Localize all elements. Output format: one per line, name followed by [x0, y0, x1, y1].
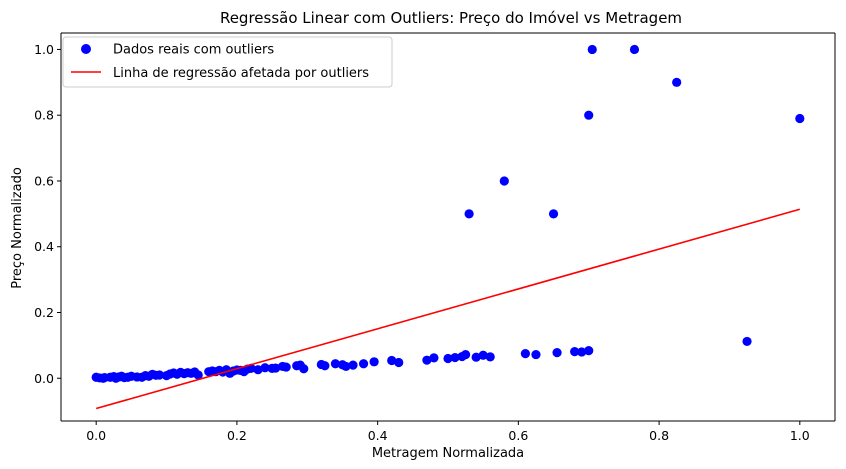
data-point — [429, 353, 439, 363]
data-point — [450, 352, 460, 363]
data-point — [299, 364, 309, 374]
data-point — [552, 348, 562, 358]
data-point — [499, 176, 509, 186]
y-tick-label: 0.4 — [34, 239, 54, 254]
data-point — [471, 352, 481, 362]
x-tick-label: 0.0 — [86, 428, 106, 443]
data-point — [348, 360, 358, 370]
x-tick-label: 0.4 — [368, 428, 388, 443]
data-point — [358, 359, 369, 369]
data-point — [587, 44, 597, 55]
data-point — [672, 77, 682, 87]
y-tick-label: 0.2 — [34, 305, 54, 320]
regression-line — [95, 208, 801, 410]
data-point — [387, 355, 397, 366]
data-point — [394, 357, 404, 368]
data-point — [520, 348, 531, 359]
legend-scatter-marker — [81, 44, 91, 54]
data-point — [281, 362, 291, 372]
data-point — [422, 355, 432, 365]
x-tick-label: 1.0 — [790, 428, 810, 443]
data-point — [485, 352, 495, 362]
y-tick-label: 0.6 — [34, 173, 54, 188]
y-axis-label: Preço Normalizado — [10, 167, 25, 289]
x-tick-label: 0.6 — [508, 428, 528, 443]
data-point — [341, 361, 351, 372]
x-axis-ticks: 0.0 0.2 0.4 0.6 0.8 1.0 — [86, 421, 810, 443]
data-point — [253, 365, 263, 375]
y-tick-label: 0.8 — [34, 108, 54, 123]
x-axis-label: Metragem Normalizada — [372, 446, 524, 461]
data-point — [742, 336, 752, 347]
data-point — [154, 370, 165, 380]
scatter-series — [91, 44, 805, 383]
data-point — [464, 209, 474, 219]
x-tick-label: 0.2 — [227, 428, 247, 443]
y-tick-label: 0.0 — [34, 371, 54, 386]
legend: Dados reais com outliers Linha de regres… — [62, 36, 393, 88]
legend-line-label: Linha de regressão afetada por outliers — [113, 66, 369, 81]
data-point — [460, 349, 471, 360]
legend-box — [62, 36, 393, 88]
data-point — [369, 357, 379, 367]
data-point — [193, 370, 203, 380]
data-point — [260, 363, 270, 373]
data-point — [577, 347, 587, 357]
data-point — [271, 363, 281, 373]
data-point — [531, 349, 541, 360]
data-point — [548, 209, 559, 219]
data-point — [570, 347, 580, 357]
x-tick-label: 0.8 — [649, 428, 669, 443]
data-point — [584, 346, 594, 356]
data-point — [330, 359, 341, 369]
y-tick-label: 1.0 — [34, 42, 54, 57]
data-point — [443, 353, 453, 364]
legend-scatter-label: Dados reais com outliers — [113, 43, 274, 58]
regression-line-series — [95, 208, 801, 410]
data-point — [795, 113, 805, 124]
data-point — [320, 361, 330, 371]
chart-title: Regressão Linear com Outliers: Preço do … — [220, 9, 682, 27]
plot-area — [60, 32, 836, 422]
data-point — [478, 350, 488, 360]
data-point — [629, 44, 640, 55]
data-point — [584, 110, 594, 120]
y-axis-ticks: 0.0 0.2 0.4 0.6 0.8 1.0 — [34, 42, 61, 386]
